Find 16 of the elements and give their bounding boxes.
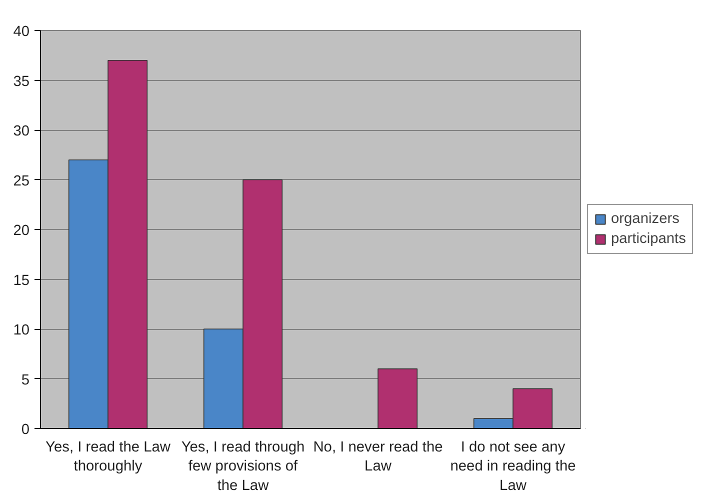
legend-label: participants (611, 231, 686, 247)
x-tick-label: Yes, I read through few provisions of the Law (181, 440, 305, 494)
legend-label: organizers (611, 211, 680, 227)
y-tick-label: 20 (13, 223, 30, 239)
y-tick-label: 25 (13, 173, 30, 190)
y-tick-label: 40 (13, 24, 30, 40)
y-tick-label: 10 (13, 322, 30, 338)
x-tick-label: Yes, I read the Law thoroughly (46, 440, 171, 475)
y-tick-label: 35 (13, 74, 30, 90)
y-tick-label: 30 (13, 124, 30, 140)
bar (378, 368, 418, 428)
x-tick-label: No, I never read the Law (313, 440, 443, 475)
x-tick-label: I do not see any need in reading the Law (450, 440, 576, 494)
y-tick-label: 0 (21, 422, 30, 438)
y-tick-label: 5 (21, 372, 30, 388)
y-tick-label: 15 (13, 272, 30, 289)
